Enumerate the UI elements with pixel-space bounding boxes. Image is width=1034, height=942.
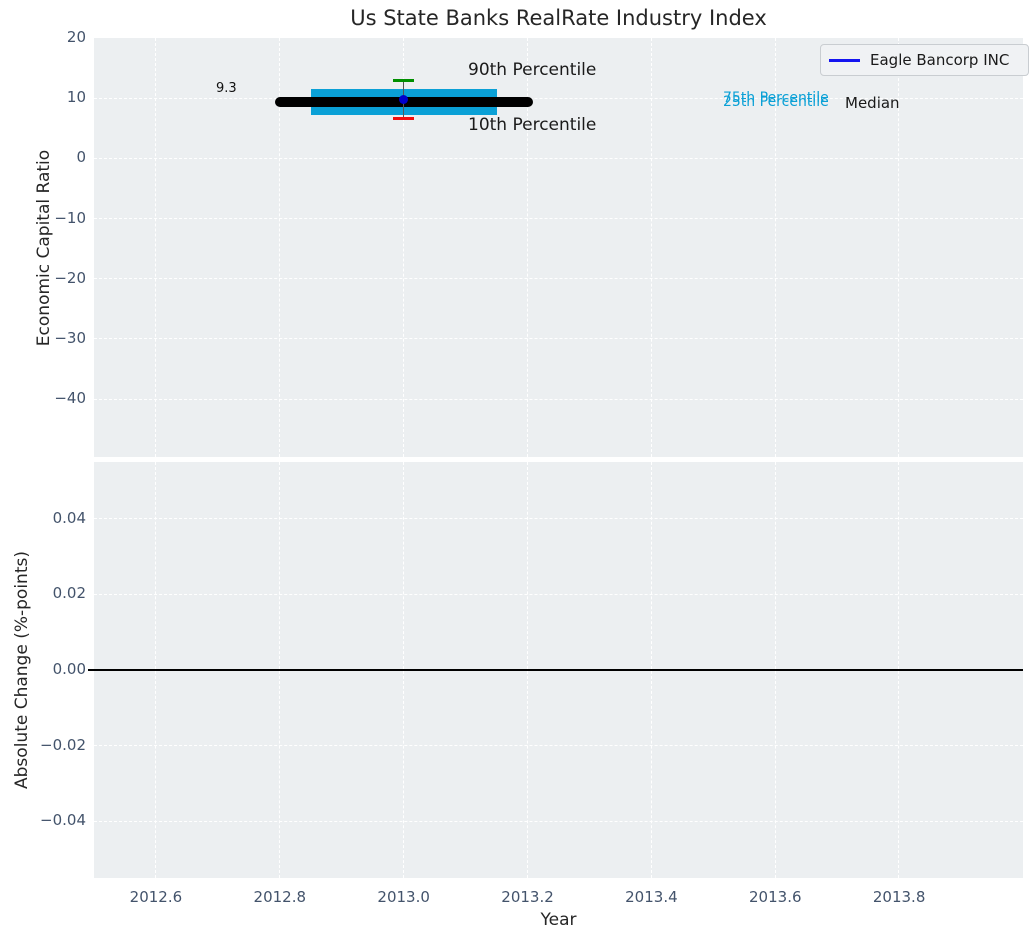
bottom-plot-area bbox=[94, 462, 1023, 878]
median-value-label: 9.3 bbox=[216, 81, 237, 96]
gridline-horizontal bbox=[94, 157, 1023, 159]
gridline-vertical bbox=[898, 38, 900, 457]
p10-annotation: 10th Percentile bbox=[468, 115, 597, 135]
bottom-y-tick-label: 0.02 bbox=[52, 584, 86, 603]
gridline-vertical bbox=[526, 38, 528, 457]
x-tick-label: 2013.4 bbox=[625, 888, 678, 906]
top-y-tick-label: −20 bbox=[54, 268, 86, 287]
gridline-vertical bbox=[774, 38, 776, 457]
gridline-horizontal bbox=[94, 97, 1023, 99]
gridline-horizontal bbox=[94, 338, 1023, 340]
top-y-tick-label: 10 bbox=[66, 88, 86, 107]
legend-line-swatch bbox=[829, 58, 860, 62]
p25-annotation: 25th Percentile bbox=[723, 94, 829, 110]
gridline-horizontal bbox=[94, 398, 1023, 400]
gridline-vertical bbox=[650, 38, 652, 457]
bottom-y-axis-label: Absolute Change (%-points) bbox=[12, 551, 32, 789]
top-y-tick-label: −30 bbox=[54, 329, 86, 347]
p90-annotation: 90th Percentile bbox=[468, 60, 597, 80]
x-tick-label: 2012.8 bbox=[253, 888, 307, 906]
gridline-horizontal bbox=[94, 744, 1023, 746]
p10-cap bbox=[393, 116, 415, 120]
top-y-tick-label: 0 bbox=[76, 148, 86, 167]
x-tick-label: 2013.6 bbox=[749, 888, 802, 906]
gridline-horizontal bbox=[94, 820, 1023, 822]
gridline-horizontal bbox=[94, 278, 1023, 280]
legend: Eagle Bancorp INC bbox=[820, 44, 1029, 76]
x-axis-label: Year bbox=[540, 910, 577, 930]
gridline-horizontal bbox=[94, 37, 1023, 39]
top-y-tick-label: 20 bbox=[66, 28, 86, 46]
company-marker bbox=[399, 94, 409, 104]
legend-label: Eagle Bancorp INC bbox=[870, 51, 1010, 69]
median-annotation: Median bbox=[845, 94, 900, 112]
gridline-vertical bbox=[279, 38, 281, 457]
bottom-y-tick-label: 0.04 bbox=[52, 508, 86, 527]
top-y-tick-label: −40 bbox=[54, 389, 86, 408]
gridline-horizontal bbox=[94, 593, 1023, 595]
x-tick-label: 2013.2 bbox=[501, 888, 554, 906]
x-tick-label: 2012.6 bbox=[129, 888, 183, 906]
gridline-horizontal bbox=[94, 217, 1023, 219]
zero-line-left-stub bbox=[88, 669, 94, 671]
bottom-y-tick-label: −0.02 bbox=[40, 735, 86, 754]
gridline-vertical bbox=[402, 38, 404, 457]
gridline-vertical bbox=[155, 38, 157, 457]
chart-title: Us State Banks RealRate Industry Index bbox=[350, 6, 767, 30]
bottom-y-tick-label: 0.00 bbox=[52, 660, 86, 678]
top-y-axis-label: Economic Capital Ratio bbox=[34, 149, 54, 347]
top-y-tick-label: −10 bbox=[54, 208, 86, 227]
x-tick-label: 2013.8 bbox=[872, 888, 926, 906]
top-plot-area: 9.3 90th Percentile 10th Percentile 75th Pe… bbox=[94, 37, 1023, 457]
x-tick-label: 2013.0 bbox=[377, 888, 430, 906]
zero-line bbox=[94, 669, 1023, 671]
gridline-horizontal bbox=[94, 518, 1023, 520]
p75-annotation: 75th Percentile bbox=[723, 90, 829, 106]
p90-cap bbox=[393, 78, 415, 82]
bottom-y-tick-label: −0.04 bbox=[40, 811, 86, 830]
